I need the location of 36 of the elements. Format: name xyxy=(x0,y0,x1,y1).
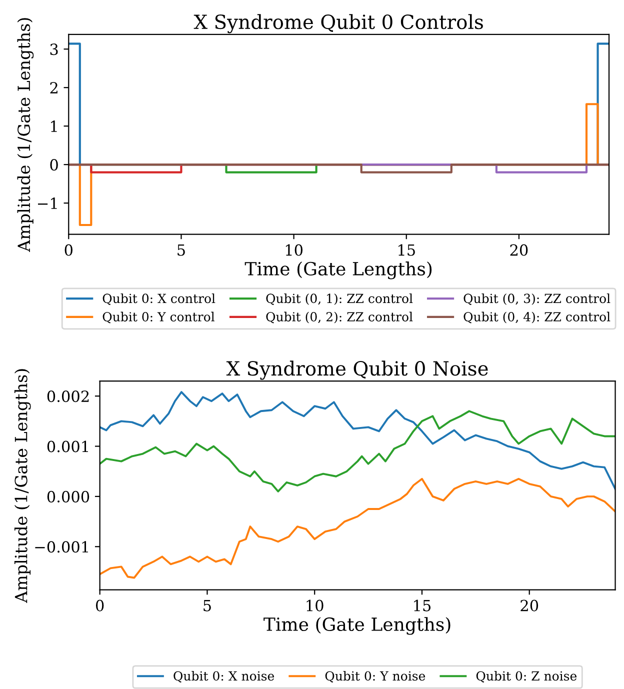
chart-title: X Syndrome Qubit 0 Noise xyxy=(226,360,488,380)
line-series xyxy=(100,391,616,490)
y-tick-label: 0.001 xyxy=(47,440,88,452)
legend-label: Qubit 0: X noise xyxy=(174,670,274,682)
y-tick-label: 3 xyxy=(50,44,58,56)
line-series xyxy=(100,410,616,492)
x-tick-label: 0 xyxy=(96,600,104,612)
line-series xyxy=(100,478,616,579)
y-tick-label: 0.000 xyxy=(47,490,90,502)
y-tick-label: 0 xyxy=(50,159,58,171)
legend-label: Qubit (0, 3): ZZ control xyxy=(464,293,610,305)
legend-label: Qubit (0, 2): ZZ control xyxy=(266,312,413,324)
y-tick-label: 1 xyxy=(51,120,57,132)
legend-label: Qubit 0: X control xyxy=(102,293,216,305)
x-tick-label: 5 xyxy=(178,244,185,256)
x-tick-label: 10 xyxy=(286,244,303,256)
legend-label: Qubit 0: Z noise xyxy=(476,670,577,682)
y-axis-title: Amplitude (1/Gate Lengths) xyxy=(14,369,31,604)
y-tick-label: 0.002 xyxy=(47,390,89,402)
x-tick-label: 15 xyxy=(414,600,431,612)
legend-label: Qubit 0: Y noise xyxy=(325,670,426,682)
x-tick-label: 15 xyxy=(398,244,415,256)
y-axis-title: Amplitude (1/Gate Lengths) xyxy=(17,18,34,252)
y-tick-label: 2 xyxy=(50,82,58,94)
x-tick-label: 20 xyxy=(520,600,538,612)
x-axis-title: Time (Gate Lengths) xyxy=(264,617,450,635)
chart-title: X Syndrome Qubit 0 Controls xyxy=(194,14,483,34)
x-tick-label: 20 xyxy=(510,244,528,256)
x-axis-title: Time (Gate Lengths) xyxy=(244,262,432,280)
legend-label: Qubit (0, 1): ZZ control xyxy=(266,293,413,305)
legend-label: Qubit (0, 4): ZZ control xyxy=(464,312,610,324)
x-tick-label: 10 xyxy=(306,600,324,612)
x-tick-label: 5 xyxy=(204,600,211,612)
y-tick-label: −1 xyxy=(38,198,57,209)
legend-label: Qubit 0: Y control xyxy=(102,312,214,324)
y-tick-label: −0.001 xyxy=(35,541,88,553)
